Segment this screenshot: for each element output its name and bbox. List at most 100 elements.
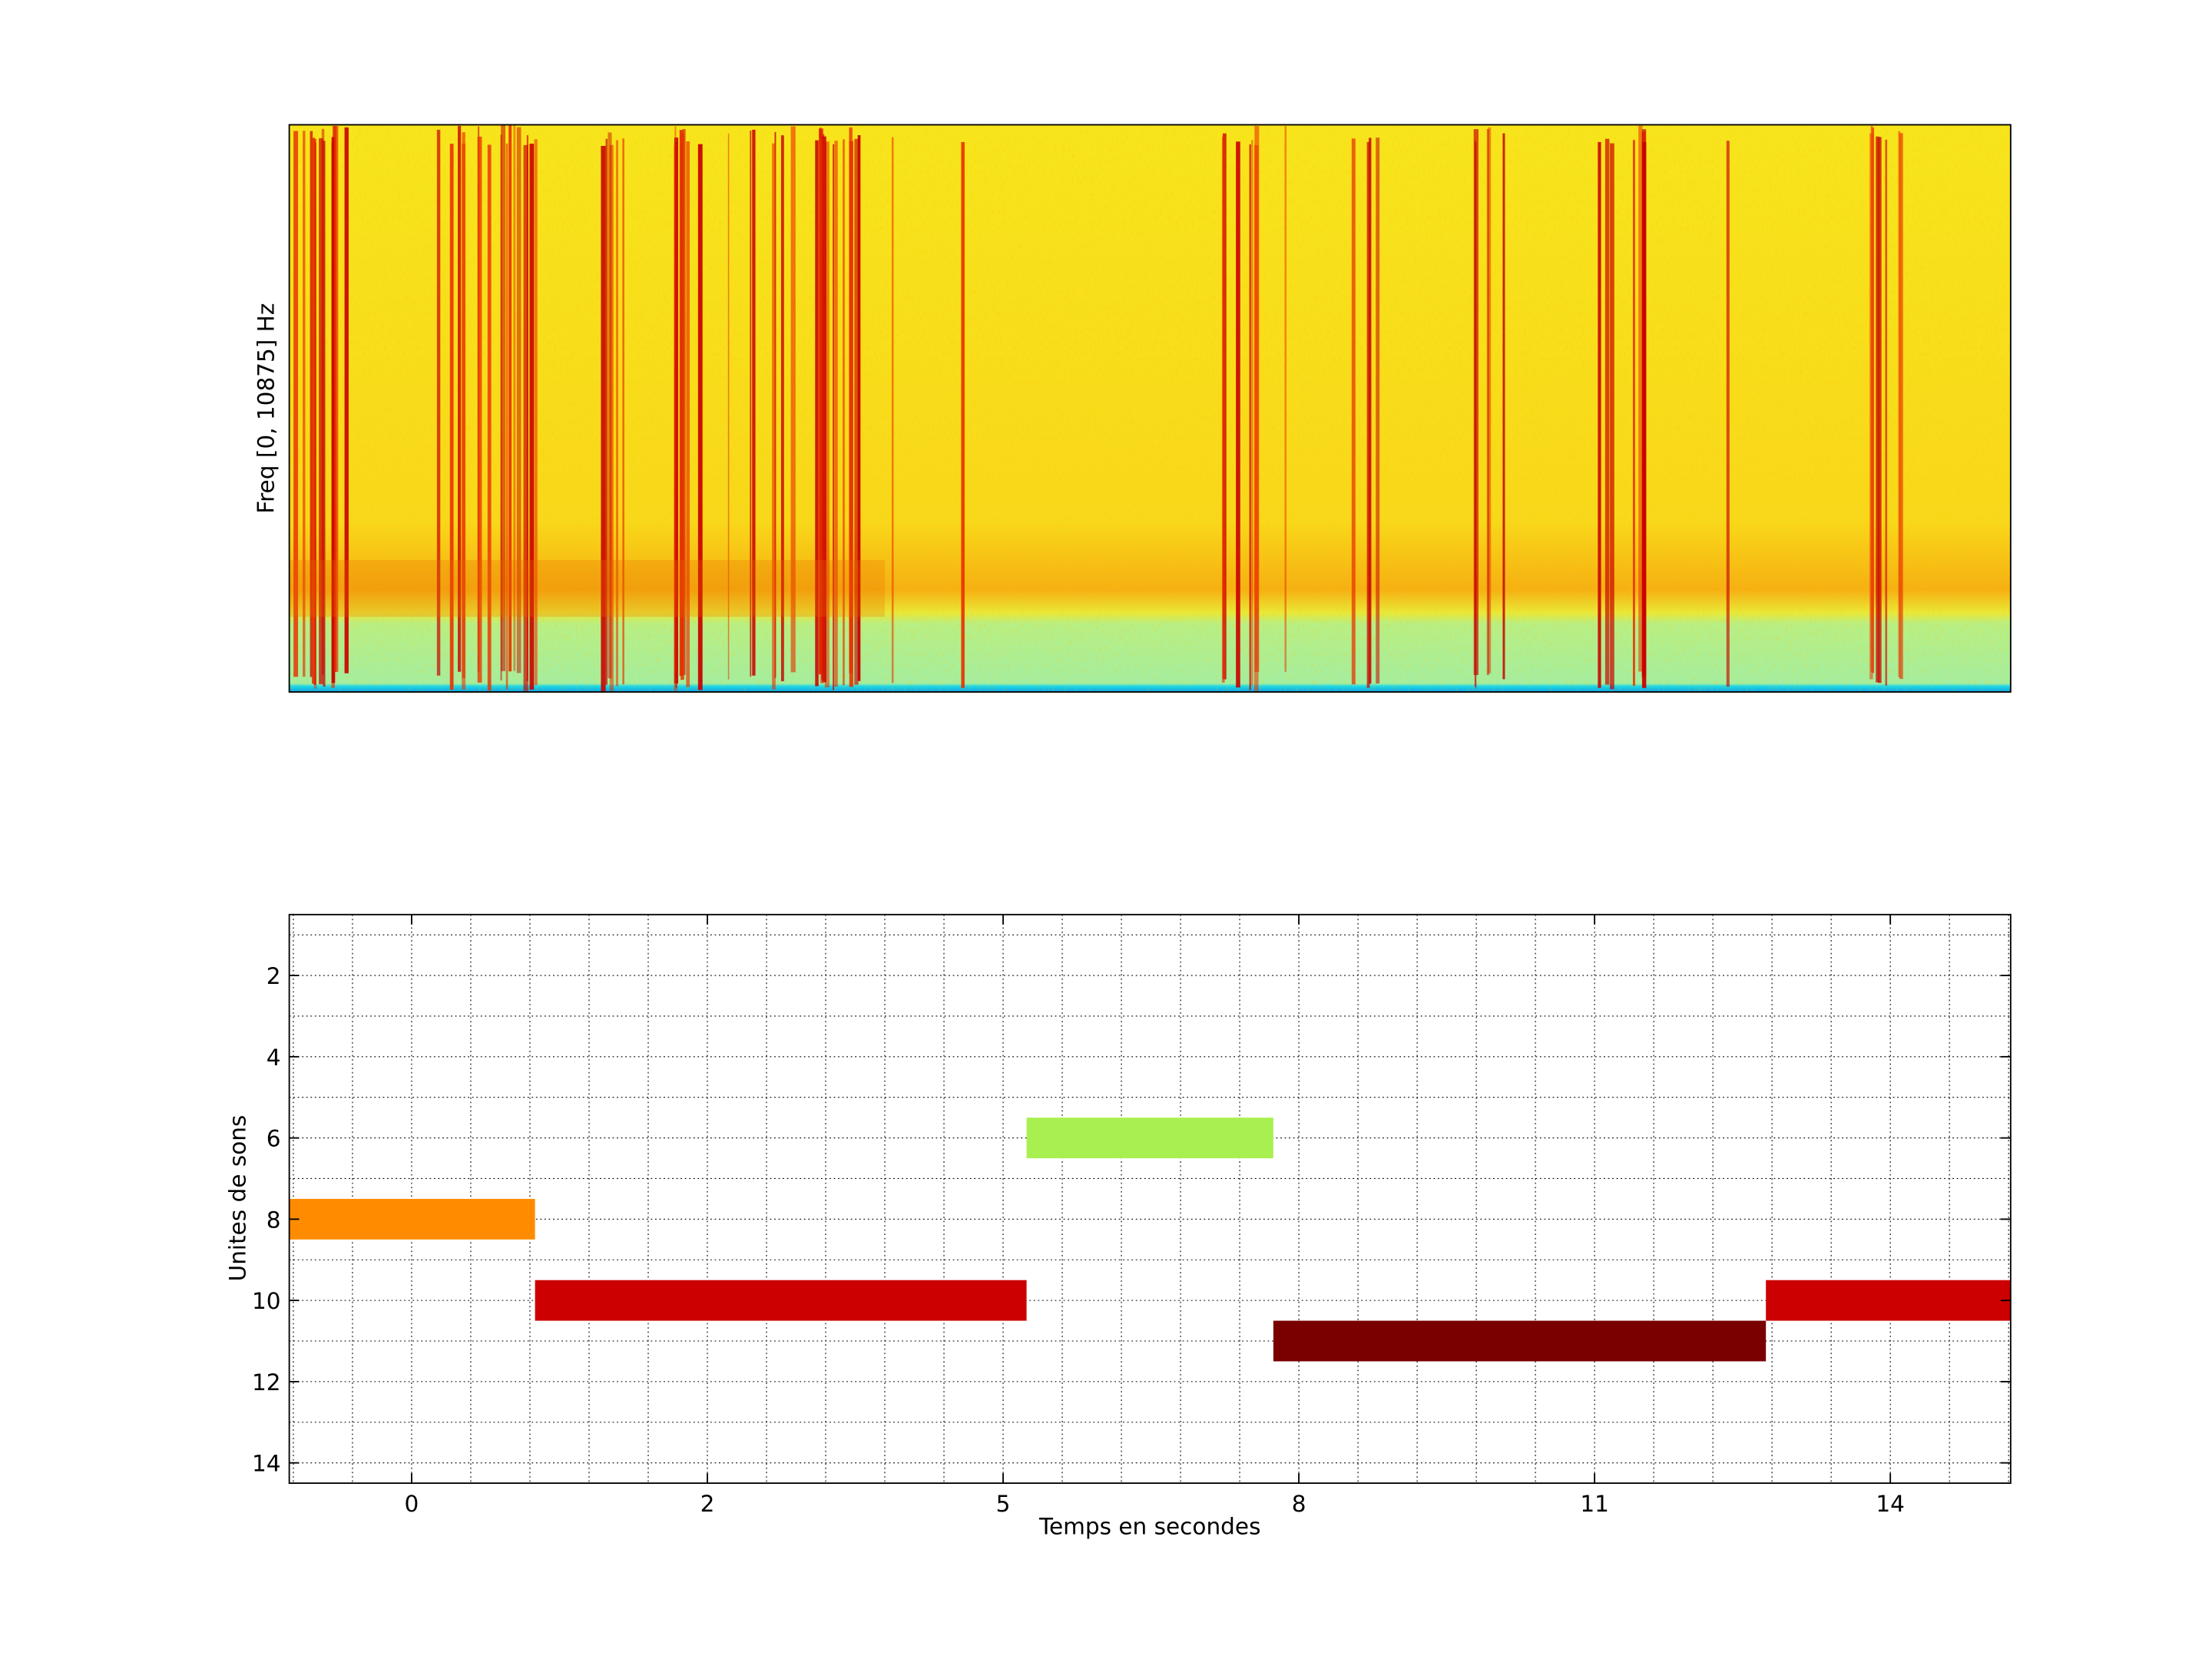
segment-bar [535, 1280, 1027, 1321]
segment-bar [1026, 1118, 1273, 1159]
timeline-panel: 0 2 5 8 11 14 2 4 6 8 10 12 14 Temps en secondes Uni… [224, 913, 2012, 1540]
spectrogram-noise [289, 124, 2011, 692]
ticks: 0 2 5 8 11 14 2 4 6 8 10 12 14 [252, 914, 2011, 1517]
spectral-stripe [458, 125, 462, 672]
spectral-stripe [1641, 129, 1647, 675]
y-tick-label: 4 [267, 1045, 281, 1071]
spectral-stripe [1236, 141, 1240, 688]
spectral-stripe [1726, 141, 1730, 687]
spectral-stripe [843, 139, 845, 686]
spectral-stripe [854, 138, 859, 685]
spectral-stripe [615, 140, 619, 687]
spectral-stripe [1870, 125, 1873, 672]
segment-bar [1766, 1280, 2011, 1321]
spectral-stripe [344, 127, 349, 674]
x-tick-label: 5 [996, 1491, 1011, 1517]
spectral-stripe [1474, 141, 1477, 687]
grid [289, 914, 2011, 1484]
spectral-stripe [487, 144, 492, 691]
spectral-stripe [1253, 144, 1259, 691]
spectral-stripe [1899, 133, 1903, 680]
spectral-stripe [1876, 136, 1879, 683]
spectral-stripe [772, 143, 776, 690]
spectral-stripe [605, 138, 608, 685]
low-band [289, 560, 886, 618]
spectral-stripe [1610, 143, 1614, 690]
y-axis-label: Freq [0, 10875] Hz [253, 303, 279, 514]
spectral-stripe [323, 141, 326, 687]
spectral-stripe [819, 128, 823, 675]
spectral-stripe [333, 126, 339, 672]
y-tick-label: 2 [267, 963, 281, 989]
spectral-stripe [857, 134, 861, 681]
spectral-stripe [1221, 136, 1225, 683]
spectral-stripe [1366, 141, 1370, 688]
spectral-stripe [505, 143, 508, 690]
spectral-stripe [697, 144, 703, 690]
spectral-stripe [508, 125, 512, 672]
spectral-stripe [820, 137, 824, 684]
spectral-stripe [501, 125, 506, 671]
spectral-stripe [1632, 140, 1635, 686]
spectral-stripe [1885, 139, 1888, 686]
spectral-stripe [310, 131, 313, 677]
spectral-stripe [1872, 127, 1875, 674]
spectral-stripe [1369, 137, 1372, 684]
segments [289, 1118, 2011, 1362]
spectral-stripe [1898, 131, 1901, 677]
spectral-stripe [462, 143, 466, 690]
spectral-stripe [750, 131, 752, 677]
spectral-stripe [820, 127, 822, 674]
spectral-stripe [331, 137, 336, 684]
x-tick-label: 8 [1292, 1491, 1306, 1517]
spectral-stripe [601, 145, 606, 692]
segment-bar [1273, 1320, 1767, 1362]
plot-area [289, 914, 2011, 1484]
spectral-stripe [686, 141, 690, 687]
x-tick-label: 0 [405, 1491, 419, 1517]
spectral-stripe [1376, 137, 1380, 684]
spectral-stripe [293, 131, 299, 677]
spectral-stripe [790, 126, 796, 673]
spectral-stripe [1351, 138, 1356, 685]
spectral-stripe [516, 127, 522, 674]
segment-bar [289, 1198, 535, 1240]
spectral-stripe [1486, 129, 1489, 675]
spectral-stripe [319, 138, 323, 684]
spectrogram-panel: Freq [0, 10875] Hz [253, 124, 2012, 693]
spectral-stripe [436, 129, 441, 676]
y-axis-label: Unites de sons [224, 1115, 250, 1282]
spectral-stripe [1638, 125, 1643, 672]
spectrogram-stripes [289, 124, 1903, 692]
spectral-stripe [523, 144, 528, 691]
spectral-stripe [1284, 125, 1287, 672]
x-axis-label: Temps en secondes [1038, 1514, 1260, 1540]
spectral-stripe [815, 140, 819, 687]
spectral-stripe [833, 144, 835, 690]
spectral-stripe [1251, 140, 1253, 687]
spectral-stripe [449, 144, 454, 690]
y-tick-label: 10 [252, 1288, 281, 1314]
spectral-stripe [608, 132, 612, 679]
axes-frame [288, 124, 2012, 693]
spectral-stripe [675, 141, 677, 688]
spectral-stripe [477, 136, 482, 683]
spectral-stripe [609, 144, 614, 691]
spectral-stripe [1502, 133, 1505, 680]
spectral-stripe [1878, 137, 1882, 684]
spectral-stripe [752, 129, 756, 676]
spectral-stripe [891, 137, 894, 684]
axes-frame [288, 913, 2012, 1484]
y-tick-label: 12 [252, 1369, 281, 1396]
spectral-stripe [513, 124, 516, 671]
x-tick-label: 11 [1580, 1491, 1609, 1517]
spectral-stripe [622, 138, 624, 685]
spectral-stripe [312, 137, 316, 684]
spectral-stripe [303, 131, 306, 677]
y-tick-label: 6 [267, 1126, 281, 1152]
y-tick-label: 8 [267, 1207, 281, 1233]
spectral-stripe [824, 141, 830, 688]
spectral-stripe [780, 135, 784, 681]
